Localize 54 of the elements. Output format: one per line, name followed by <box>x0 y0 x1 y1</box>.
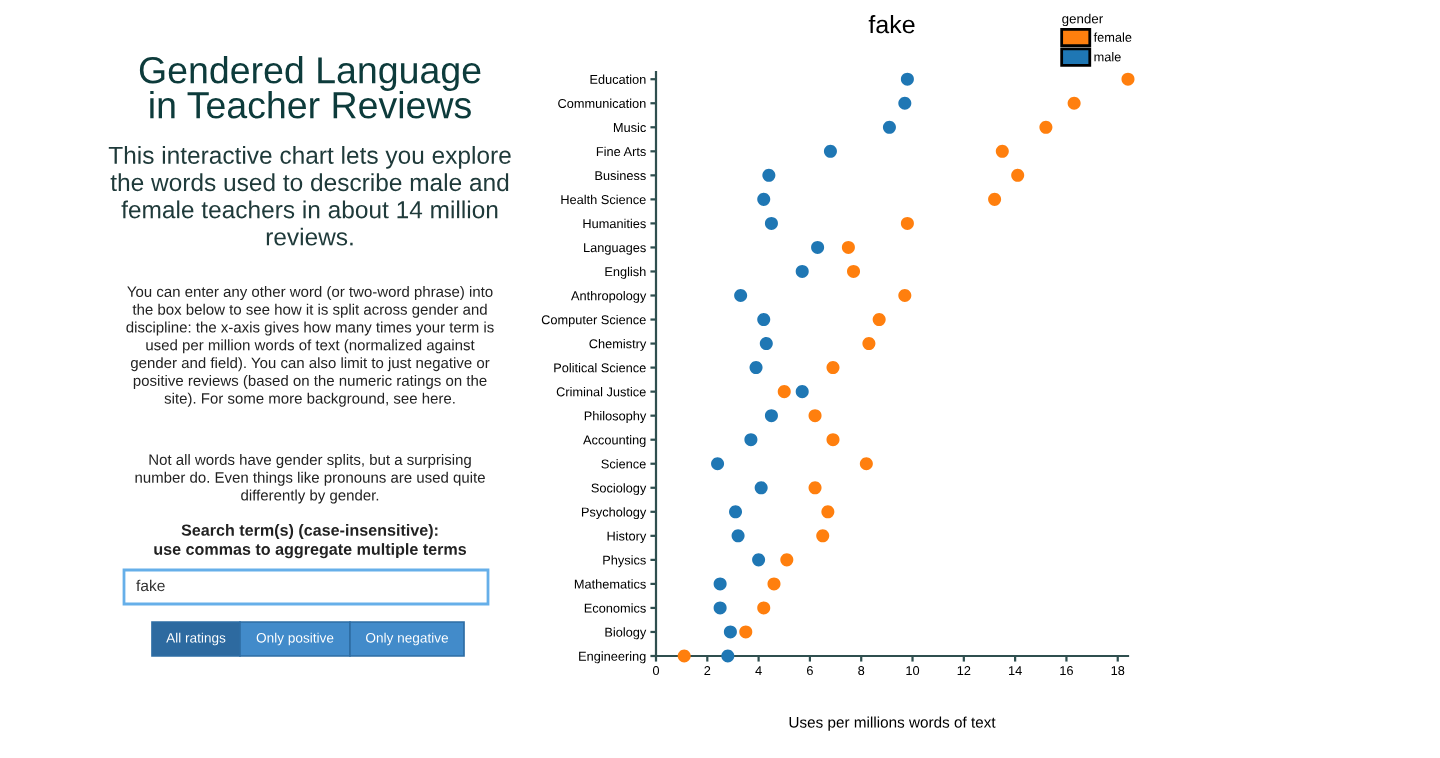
chart-title: fake <box>868 14 915 34</box>
text: Gendered Language in Teacher Reviews <box>139 56 481 119</box>
point <box>862 337 876 351</box>
point <box>721 649 735 663</box>
point <box>764 216 778 230</box>
point <box>731 529 745 543</box>
point <box>713 601 727 615</box>
point <box>729 505 743 519</box>
point <box>995 144 1009 158</box>
point <box>1039 120 1053 134</box>
point <box>795 385 809 399</box>
point <box>780 553 794 567</box>
point <box>749 361 763 375</box>
point <box>816 529 830 543</box>
point <box>1011 168 1025 182</box>
point <box>757 601 771 615</box>
point <box>764 409 778 423</box>
point <box>767 577 781 591</box>
point <box>872 313 886 327</box>
point <box>711 457 725 471</box>
point <box>823 144 837 158</box>
point <box>777 385 791 399</box>
point <box>900 216 914 230</box>
point <box>734 288 748 303</box>
point <box>900 72 914 86</box>
point <box>795 264 809 278</box>
point <box>757 192 771 206</box>
point <box>859 457 873 471</box>
point <box>713 577 727 591</box>
point <box>744 433 758 447</box>
point <box>739 625 753 639</box>
point <box>757 313 771 327</box>
point <box>821 505 835 519</box>
point <box>882 120 896 134</box>
text: This interactive chart lets you explore the words used to describe male and female teachers in about 14 million reviews. <box>108 146 511 246</box>
point <box>754 481 768 495</box>
point <box>723 625 737 639</box>
point <box>841 240 855 254</box>
point <box>826 361 840 375</box>
point <box>762 168 776 182</box>
point <box>1121 72 1135 86</box>
point <box>808 409 822 423</box>
text: Search term(s) (case-insensitive): use commas to aggregate multiple terms <box>154 524 467 559</box>
point <box>808 481 822 495</box>
point <box>898 96 912 110</box>
point <box>988 192 1002 206</box>
point <box>677 649 691 663</box>
point <box>1067 96 1081 110</box>
point <box>847 264 861 278</box>
point <box>759 337 773 351</box>
point <box>898 288 912 303</box>
point <box>752 553 766 567</box>
point <box>811 240 825 254</box>
point <box>826 433 840 447</box>
